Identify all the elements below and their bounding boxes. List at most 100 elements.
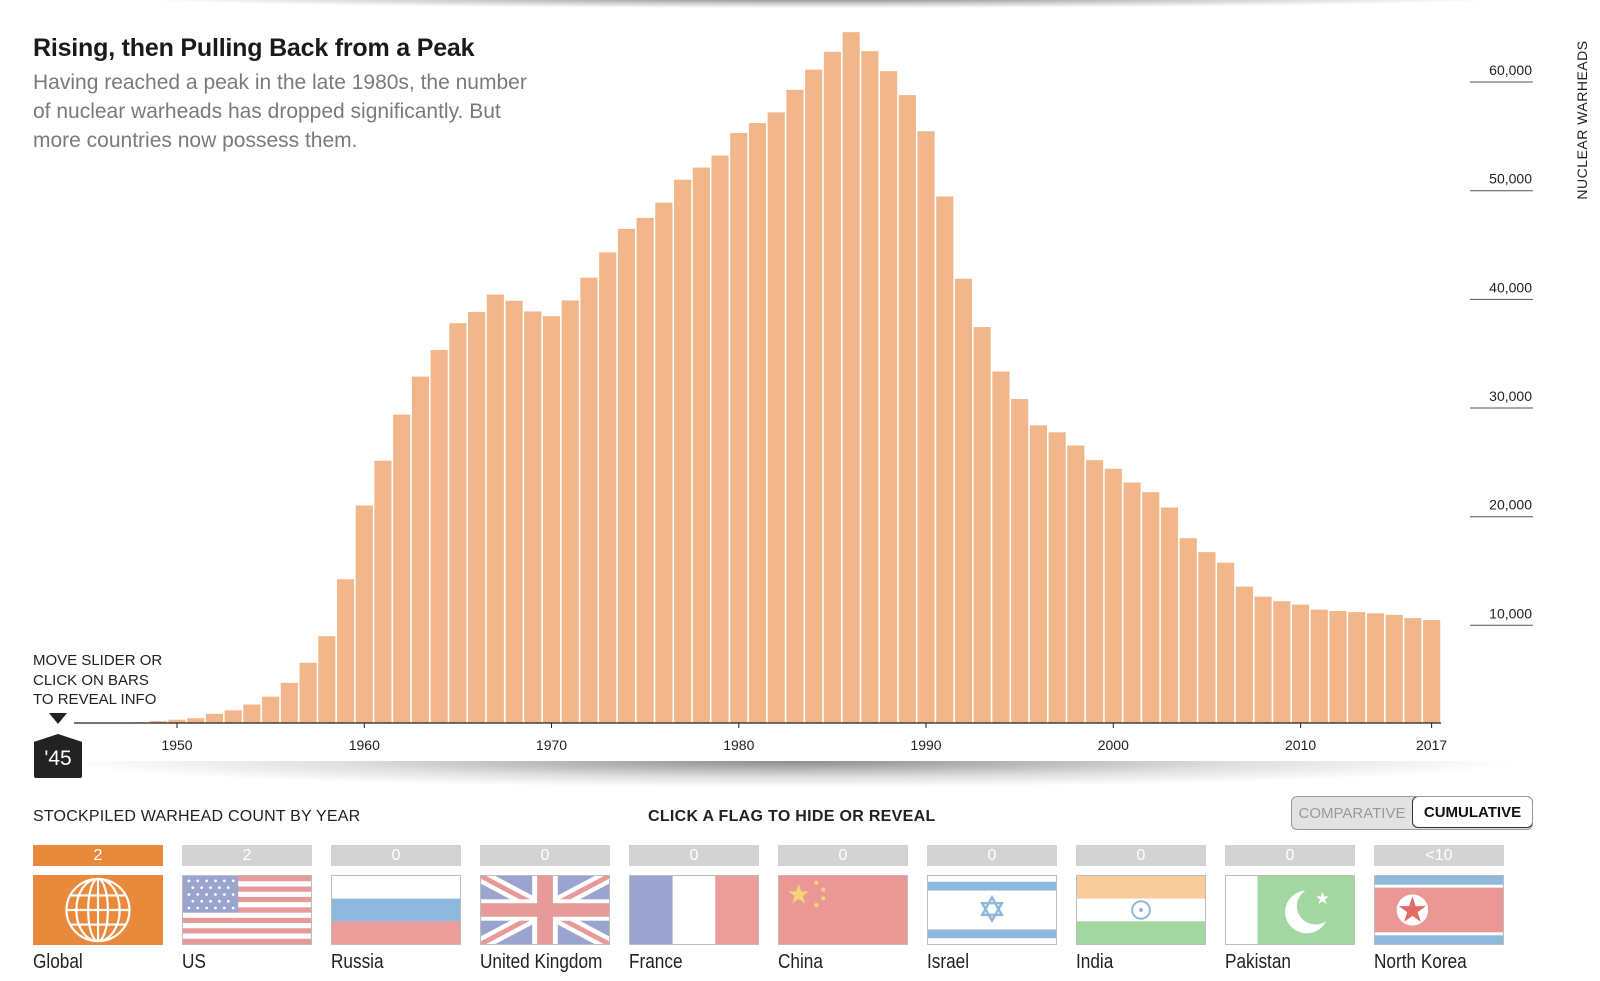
bar-1997[interactable] (1048, 432, 1066, 723)
bar-2013[interactable] (1348, 612, 1366, 723)
bar-1954[interactable] (243, 704, 261, 723)
bar-1957[interactable] (299, 662, 317, 723)
china-flag-icon[interactable] (778, 875, 908, 945)
bar-1961[interactable] (374, 460, 392, 723)
flag-card-global[interactable]: 2 Global (33, 845, 163, 975)
flag-name: China (778, 951, 823, 973)
bar-1986[interactable] (842, 32, 860, 724)
bar-2011[interactable] (1310, 609, 1328, 723)
bar-1994[interactable] (992, 371, 1010, 723)
flag-card-united-kingdom[interactable]: 0 United Kingdom (480, 845, 610, 975)
bar-1980[interactable] (730, 133, 748, 724)
bar-1981[interactable] (748, 123, 767, 723)
bar-1989[interactable] (898, 95, 916, 724)
bar-1976[interactable] (655, 202, 673, 723)
mode-toggle[interactable]: COMPARATIVE CUMULATIVE (1291, 796, 1533, 830)
bar-2001[interactable] (1123, 482, 1141, 724)
bar-1984[interactable] (805, 69, 823, 723)
uk-flag-icon[interactable] (480, 875, 610, 945)
flag-card-north-korea[interactable]: <10 North Korea (1374, 845, 1504, 975)
flag-card-france[interactable]: 0 France (629, 845, 759, 975)
bar-1983[interactable] (786, 89, 804, 724)
bar-1985[interactable] (823, 51, 841, 724)
bar-2010[interactable] (1291, 604, 1310, 723)
bar-2015[interactable] (1385, 614, 1403, 723)
year-slider-handle[interactable]: '45 (34, 734, 82, 778)
bar-2007[interactable] (1235, 586, 1253, 723)
bar-2000[interactable] (1104, 468, 1122, 723)
bar-1967[interactable] (486, 294, 504, 723)
cumulative-button[interactable]: CUMULATIVE (1412, 797, 1532, 828)
bar-1952[interactable] (205, 713, 224, 723)
bar-1990[interactable] (917, 131, 935, 723)
bar-1977[interactable] (674, 179, 692, 723)
russia-flag-icon[interactable] (331, 875, 461, 945)
bar-2008[interactable] (1254, 596, 1272, 723)
bar-1978[interactable] (692, 167, 710, 723)
flag-card-india[interactable]: 0 India (1076, 845, 1206, 975)
india-flag-icon[interactable] (1076, 875, 1206, 945)
bar-1968[interactable] (505, 300, 523, 723)
flag-card-china[interactable]: 0 China (778, 845, 908, 975)
bar-1972[interactable] (580, 277, 598, 723)
bar-2004[interactable] (1179, 538, 1197, 723)
bar-2012[interactable] (1329, 611, 1347, 723)
bar-1962[interactable] (393, 414, 411, 723)
bar-1998[interactable] (1067, 445, 1085, 723)
bar-2006[interactable] (1217, 562, 1235, 723)
bar-1949[interactable] (149, 721, 167, 723)
comparative-button[interactable]: COMPARATIVE (1298, 804, 1406, 822)
x-tick-label: 2000 (1098, 737, 1129, 753)
bar-1950[interactable] (168, 719, 186, 723)
y-tick-label: 10,000 (1489, 605, 1532, 621)
france-flag-icon[interactable] (629, 875, 759, 945)
bar-1996[interactable] (1029, 425, 1047, 723)
flag-name: Global (33, 951, 83, 973)
bar-1974[interactable] (617, 228, 635, 724)
bar-1966[interactable] (468, 311, 486, 723)
pakistan-flag-icon[interactable] (1225, 875, 1355, 945)
flag-card-israel[interactable]: 0 Israel (927, 845, 1057, 975)
flag-card-us[interactable]: 2 US (182, 845, 312, 975)
north-korea-flag-icon[interactable] (1374, 875, 1504, 945)
bar-1960[interactable] (355, 505, 373, 723)
bar-2005[interactable] (1198, 552, 1216, 723)
bar-1959[interactable] (336, 579, 355, 723)
bar-2014[interactable] (1366, 613, 1385, 723)
bar-1988[interactable] (880, 71, 898, 723)
bar-1958[interactable] (318, 636, 336, 723)
bar-1956[interactable] (280, 682, 298, 723)
bar-1951[interactable] (187, 718, 205, 723)
bar-1979[interactable] (711, 155, 729, 724)
bar-1970[interactable] (542, 316, 561, 723)
bar-2003[interactable] (1160, 507, 1179, 723)
bar-1991[interactable] (936, 196, 954, 724)
bar-1964[interactable] (430, 349, 448, 723)
bar-1982[interactable] (767, 112, 785, 724)
bar-1973[interactable] (599, 252, 617, 723)
flag-card-russia[interactable]: 0 Russia (331, 845, 461, 975)
x-tick-label: 1960 (349, 737, 380, 753)
flag-card-pakistan[interactable]: 0 Pakistan (1225, 845, 1355, 975)
bar-2017[interactable] (1423, 620, 1441, 723)
bar-2002[interactable] (1142, 492, 1160, 723)
israel-flag-icon[interactable] (927, 875, 1057, 945)
bar-1975[interactable] (636, 217, 654, 723)
bar-1992[interactable] (954, 278, 973, 723)
bar-1955[interactable] (262, 696, 280, 723)
us-flag-icon[interactable] (182, 875, 312, 945)
bar-2009[interactable] (1273, 601, 1291, 723)
flag-count: 2 (33, 845, 163, 866)
bar-1995[interactable] (1011, 399, 1029, 723)
bar-1965[interactable] (449, 323, 467, 723)
bar-1993[interactable] (973, 327, 991, 723)
bar-2016[interactable] (1404, 618, 1422, 723)
bar-1971[interactable] (561, 300, 579, 723)
bar-1999[interactable] (1086, 460, 1104, 723)
warhead-bar-chart[interactable]: 10,000 20,000 30,000 40,000 50,000 60,000 195… (0, 0, 1600, 790)
bar-1987[interactable] (861, 51, 879, 723)
bar-1969[interactable] (524, 311, 542, 723)
globe-icon[interactable] (33, 875, 163, 945)
bar-1963[interactable] (411, 376, 429, 723)
bar-1953[interactable] (224, 710, 242, 723)
